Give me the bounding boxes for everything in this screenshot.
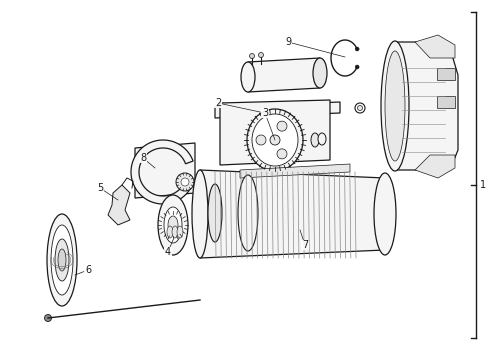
Polygon shape xyxy=(215,102,340,118)
Ellipse shape xyxy=(167,226,173,238)
Ellipse shape xyxy=(181,178,189,186)
Text: 7: 7 xyxy=(302,240,308,250)
Ellipse shape xyxy=(277,121,287,131)
Polygon shape xyxy=(220,100,330,165)
Ellipse shape xyxy=(158,195,188,255)
Ellipse shape xyxy=(168,216,178,234)
Text: 2: 2 xyxy=(215,98,221,108)
Ellipse shape xyxy=(277,149,287,159)
Circle shape xyxy=(259,53,264,58)
Polygon shape xyxy=(395,42,458,170)
Ellipse shape xyxy=(313,58,327,88)
Text: 1: 1 xyxy=(480,180,486,190)
Text: 9: 9 xyxy=(285,37,291,47)
Text: 6: 6 xyxy=(85,265,91,275)
Text: 8: 8 xyxy=(140,153,146,163)
Ellipse shape xyxy=(355,103,365,113)
Text: 4: 4 xyxy=(165,247,171,257)
Ellipse shape xyxy=(58,249,66,271)
Bar xyxy=(437,68,455,80)
Polygon shape xyxy=(415,35,455,58)
Text: 3: 3 xyxy=(262,108,268,118)
Ellipse shape xyxy=(358,105,363,111)
Ellipse shape xyxy=(47,214,77,306)
Polygon shape xyxy=(135,143,195,198)
Circle shape xyxy=(355,47,359,51)
Polygon shape xyxy=(131,140,193,204)
Circle shape xyxy=(355,65,359,69)
Polygon shape xyxy=(240,164,350,178)
Ellipse shape xyxy=(270,135,280,145)
Circle shape xyxy=(45,315,51,321)
Ellipse shape xyxy=(238,175,258,251)
Text: 5: 5 xyxy=(97,183,103,193)
Ellipse shape xyxy=(176,173,194,191)
Ellipse shape xyxy=(51,225,73,295)
Polygon shape xyxy=(200,170,385,258)
Ellipse shape xyxy=(318,133,326,145)
Ellipse shape xyxy=(55,239,69,281)
Ellipse shape xyxy=(241,62,255,92)
Polygon shape xyxy=(108,185,130,225)
Ellipse shape xyxy=(385,51,405,161)
Ellipse shape xyxy=(172,226,178,238)
Ellipse shape xyxy=(252,114,298,166)
Ellipse shape xyxy=(177,226,183,238)
Polygon shape xyxy=(415,155,455,178)
Polygon shape xyxy=(248,58,320,92)
Ellipse shape xyxy=(374,173,396,255)
Bar xyxy=(437,96,455,108)
Ellipse shape xyxy=(311,133,319,147)
Ellipse shape xyxy=(381,41,409,171)
Ellipse shape xyxy=(247,109,303,171)
Ellipse shape xyxy=(164,207,182,243)
Circle shape xyxy=(249,54,254,59)
Ellipse shape xyxy=(208,184,222,242)
Ellipse shape xyxy=(192,170,208,258)
Ellipse shape xyxy=(256,135,266,145)
